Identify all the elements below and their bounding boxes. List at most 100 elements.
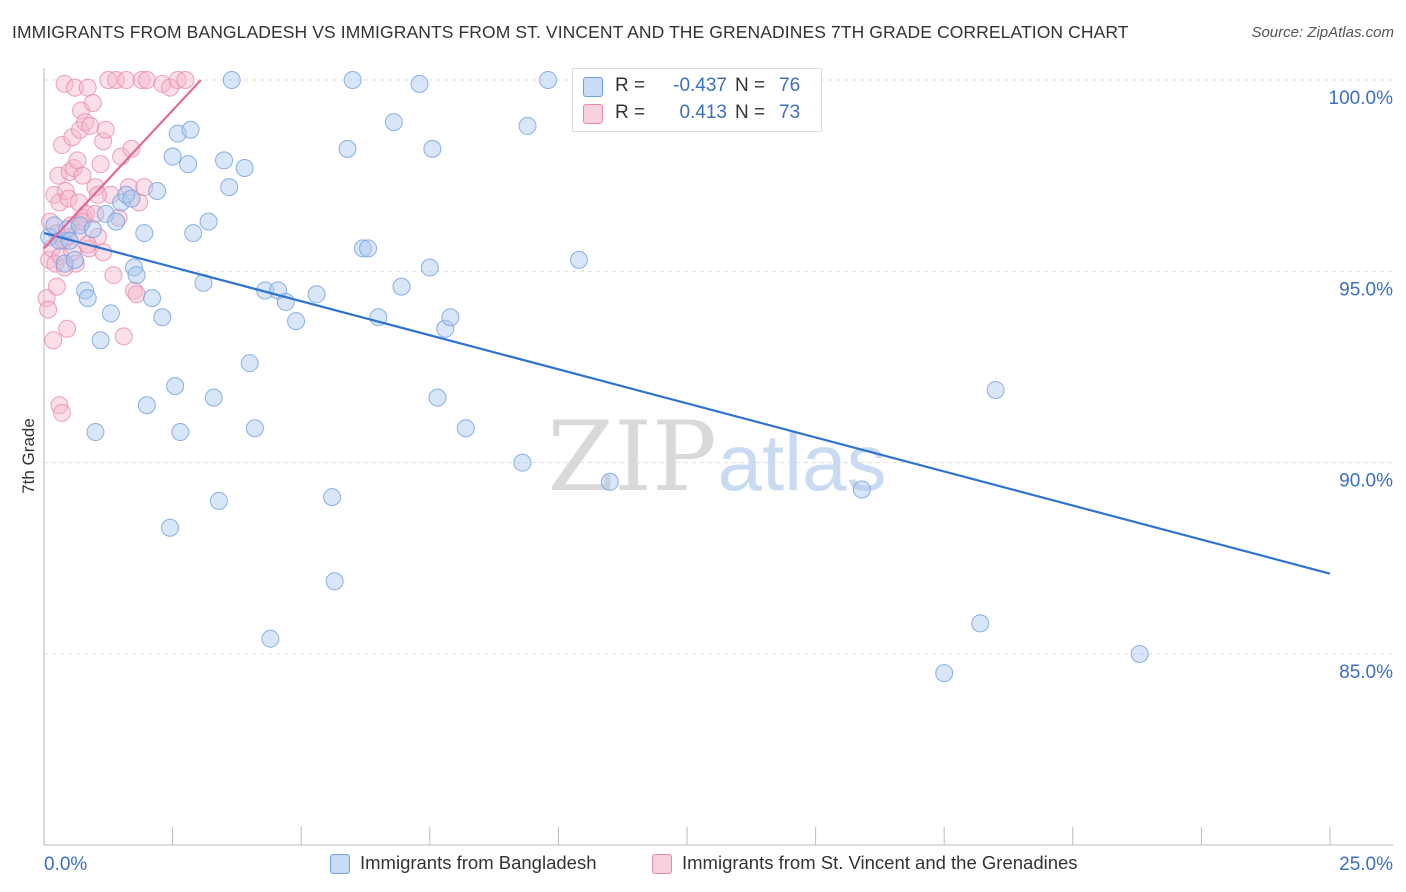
trend-lines	[43, 79, 1331, 575]
data-point-st-vincent	[65, 78, 84, 97]
data-point-st-vincent	[122, 139, 141, 158]
data-point-st-vincent	[99, 71, 118, 89]
series-bangladesh-points	[40, 71, 1149, 683]
legend-n-label: N =	[735, 75, 766, 96]
data-point-st-vincent	[63, 128, 82, 147]
data-point-bangladesh	[122, 189, 141, 208]
data-point-st-vincent	[49, 166, 68, 185]
data-point-bangladesh	[287, 312, 306, 331]
data-point-bangladesh	[127, 266, 146, 285]
data-point-st-vincent	[114, 327, 133, 346]
data-point-st-vincent	[127, 285, 146, 304]
data-point-bangladesh	[171, 423, 190, 442]
data-point-bangladesh	[261, 629, 280, 648]
series-st-vincent-points	[37, 71, 195, 422]
data-point-st-vincent	[68, 151, 87, 170]
data-point-bangladesh	[161, 518, 180, 537]
data-point-bangladesh	[83, 220, 102, 239]
data-point-st-vincent	[59, 189, 78, 208]
data-point-bangladesh	[569, 250, 588, 269]
data-point-bangladesh	[220, 178, 239, 197]
data-point-bangladesh	[338, 139, 357, 158]
data-point-bangladesh	[96, 204, 115, 223]
data-point-bangladesh	[600, 472, 619, 491]
data-point-bangladesh	[245, 419, 264, 438]
y-tick-label: 95.0%	[1339, 279, 1393, 300]
legend-r-value: -0.437	[673, 75, 727, 96]
data-point-st-vincent	[107, 71, 126, 89]
data-point-bangladesh	[325, 572, 344, 591]
data-point-bangladesh	[86, 423, 105, 442]
data-point-bangladesh	[323, 488, 342, 507]
data-point-st-vincent	[81, 116, 100, 135]
data-point-bangladesh	[436, 319, 455, 338]
data-point-bangladesh	[184, 224, 203, 243]
data-point-bangladesh	[986, 380, 1005, 399]
data-point-bangladesh	[1130, 645, 1149, 663]
data-point-bangladesh	[852, 480, 871, 499]
x-tick-label: 25.0%	[1339, 854, 1393, 875]
data-point-st-vincent	[83, 93, 102, 112]
y-tick-label: 100.0%	[1329, 88, 1394, 109]
data-point-st-vincent	[78, 78, 97, 97]
legend-swatch-pink	[583, 104, 603, 124]
legend-swatch-blue	[330, 854, 350, 874]
trend-line-st-vincent	[43, 79, 202, 250]
stats-legend: R = -0.437 N = 76 R = 0.413 N = 73	[572, 68, 822, 132]
data-point-st-vincent	[39, 300, 58, 319]
data-point-bangladesh	[91, 331, 110, 350]
legend-swatch-pink	[652, 854, 672, 874]
data-point-bangladesh	[179, 155, 198, 174]
data-point-bangladesh	[78, 289, 97, 308]
data-point-bangladesh	[428, 388, 447, 407]
legend-swatch-blue	[583, 77, 603, 97]
trend-line-bangladesh	[43, 232, 1331, 575]
data-point-bangladesh	[307, 285, 326, 304]
legend-label: Immigrants from St. Vincent and the Gren…	[682, 852, 1078, 873]
data-point-st-vincent	[168, 71, 187, 89]
data-point-bangladesh	[166, 377, 185, 396]
data-point-st-vincent	[86, 204, 105, 223]
source-label: Source: ZipAtlas.com	[1251, 24, 1394, 41]
data-point-st-vincent	[137, 71, 156, 89]
data-point-st-vincent	[94, 132, 113, 151]
legend-n-value: 73	[779, 102, 801, 123]
legend-n-value: 76	[779, 75, 801, 96]
data-point-st-vincent	[37, 289, 56, 308]
data-point-st-vincent	[58, 319, 77, 338]
data-point-bangladesh	[209, 491, 228, 510]
chart-title: IMMIGRANTS FROM BANGLADESH VS IMMIGRANTS…	[12, 22, 1129, 42]
data-point-bangladesh	[199, 212, 218, 231]
data-point-bangladesh	[163, 147, 182, 166]
data-point-bangladesh	[423, 139, 442, 158]
y-tick-label: 90.0%	[1339, 471, 1393, 492]
data-point-bangladesh	[235, 159, 254, 178]
data-point-bangladesh	[181, 120, 200, 139]
legend-r-label: R =	[615, 102, 646, 123]
legend-n-label: N =	[735, 102, 766, 123]
axis-labels: 85.0% 90.0% 95.0% 100.0% 0.0% 25.0% 7th Grade	[19, 88, 1393, 875]
data-point-st-vincent	[53, 403, 72, 422]
data-point-bangladesh	[65, 250, 84, 269]
data-point-bangladesh	[971, 614, 990, 633]
y-axis-label: 7th Grade	[19, 418, 38, 494]
data-point-bangladesh	[456, 419, 475, 438]
data-point-bangladesh	[441, 308, 460, 327]
data-point-bangladesh	[143, 289, 162, 308]
x-tick-label: 0.0%	[44, 854, 87, 875]
watermark: ZIP atlas	[547, 401, 886, 513]
data-point-st-vincent	[161, 78, 180, 97]
data-point-bangladesh	[148, 181, 167, 200]
data-point-bangladesh	[518, 116, 537, 135]
data-point-st-vincent	[44, 331, 63, 350]
series-legend: Immigrants from Bangladesh Immigrants fr…	[0, 852, 1406, 878]
data-point-bangladesh	[215, 151, 234, 170]
data-point-st-vincent	[132, 71, 151, 89]
data-point-st-vincent	[91, 155, 110, 174]
data-point-st-vincent	[55, 258, 74, 277]
data-point-bangladesh	[353, 239, 372, 258]
data-point-st-vincent	[101, 185, 120, 204]
data-point-bangladesh	[107, 212, 126, 231]
data-point-bangladesh	[384, 113, 403, 132]
data-point-st-vincent	[176, 71, 195, 89]
